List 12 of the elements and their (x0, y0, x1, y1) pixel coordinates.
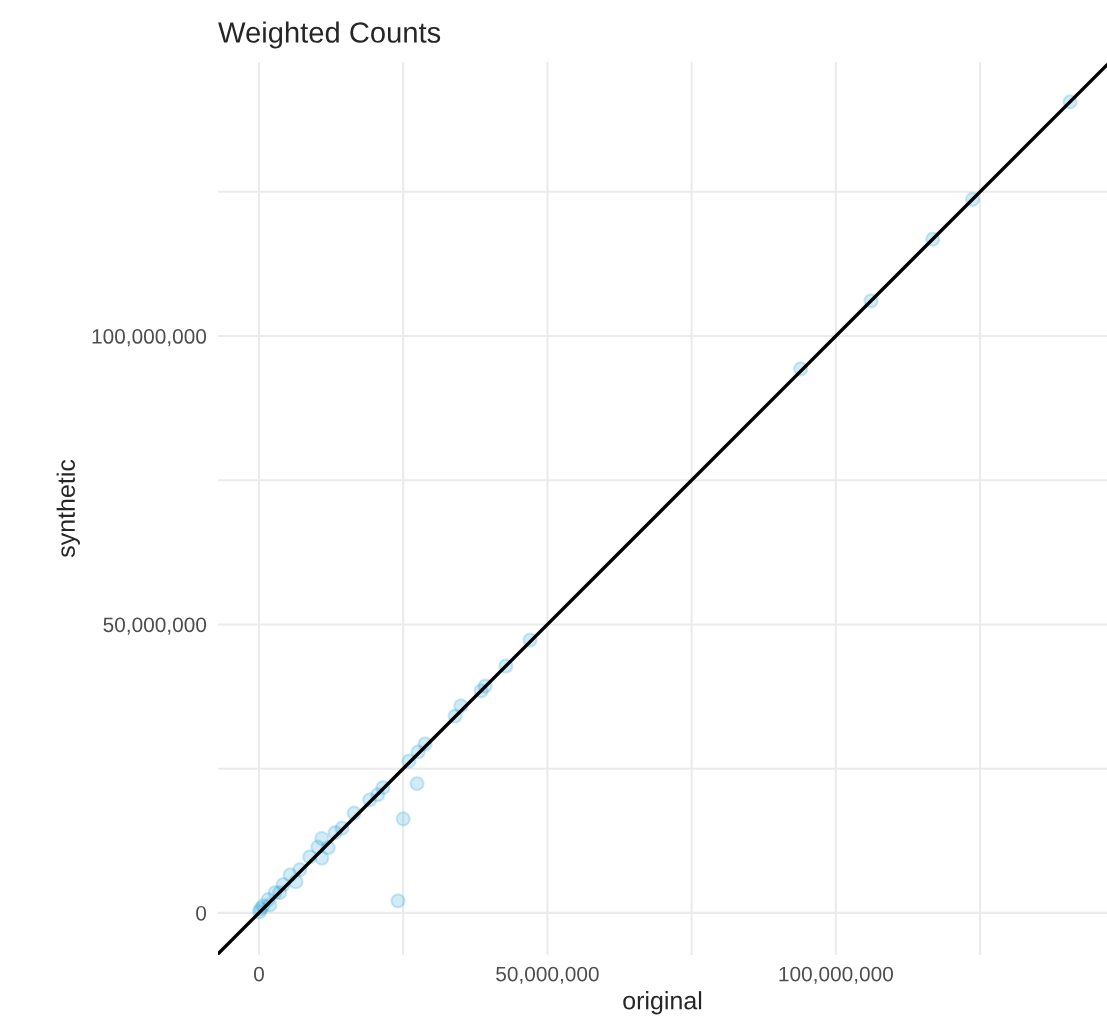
y-tick-label: 100,000,000 (92, 329, 207, 347)
chart-title: Weighted Counts (218, 21, 441, 49)
x-axis-title: original (623, 991, 702, 1015)
y-tick-label: 0 (196, 905, 207, 921)
x-tick-label: 0 (253, 966, 264, 982)
point (409, 776, 425, 792)
y-axis-title: synthetic (56, 459, 80, 558)
point (390, 893, 406, 909)
point (395, 811, 411, 827)
y-tick-label: 50,000,000 (103, 617, 207, 635)
x-tick-label: 50,000,000 (496, 966, 599, 984)
x-tick-label: 100,000,000 (779, 966, 893, 984)
